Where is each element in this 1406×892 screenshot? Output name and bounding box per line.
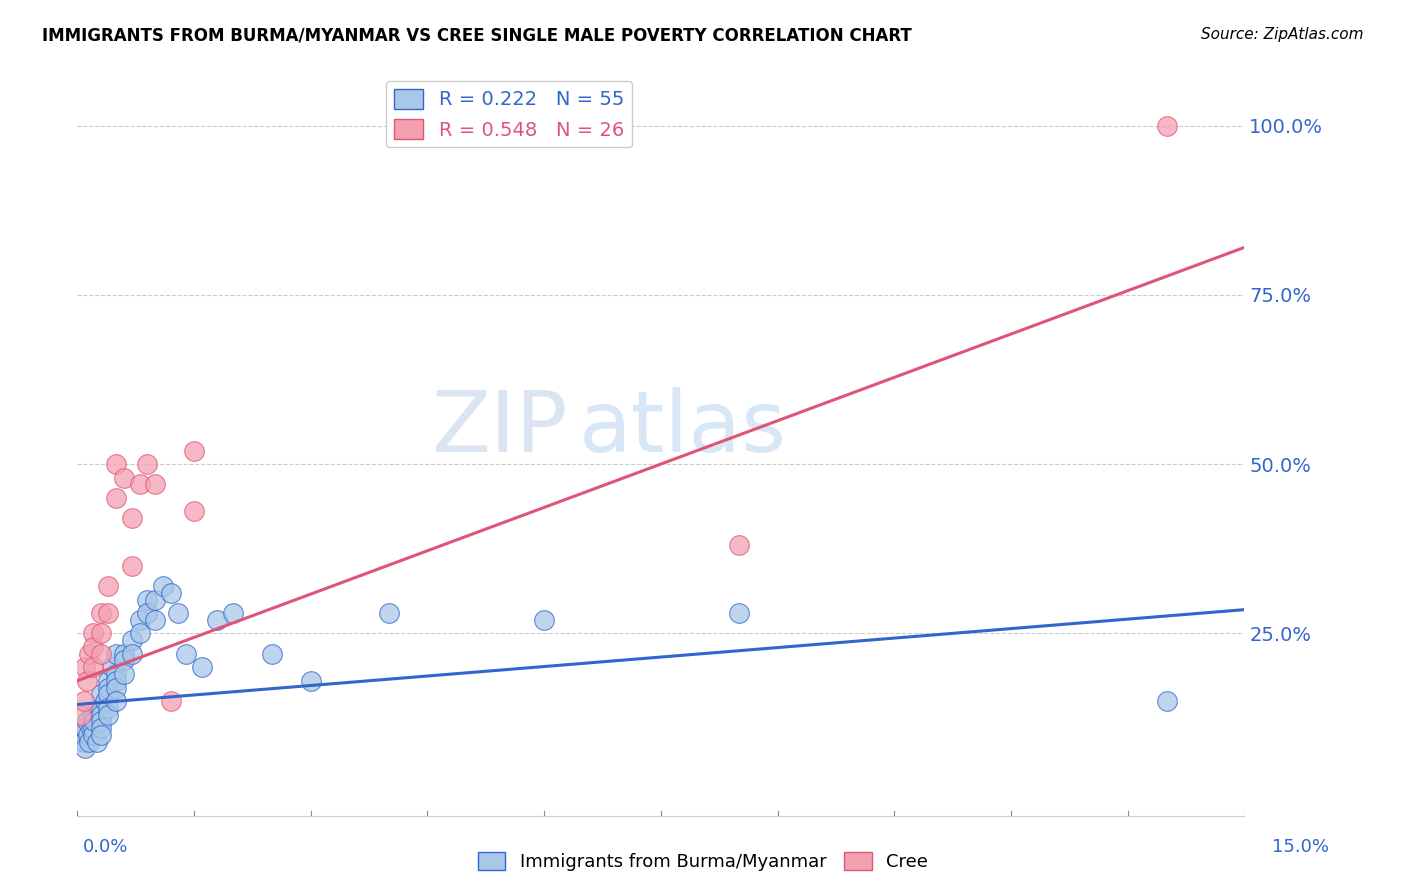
Point xyxy=(105,694,128,708)
Point xyxy=(136,592,159,607)
Point xyxy=(82,640,104,654)
Point xyxy=(90,626,112,640)
Point xyxy=(159,586,181,600)
Point xyxy=(97,579,120,593)
Text: Source: ZipAtlas.com: Source: ZipAtlas.com xyxy=(1201,27,1364,42)
Point xyxy=(121,511,143,525)
Point xyxy=(105,491,128,505)
Point xyxy=(112,653,135,667)
Legend: R = 0.222   N = 55, R = 0.548   N = 26: R = 0.222 N = 55, R = 0.548 N = 26 xyxy=(387,81,631,147)
Point xyxy=(75,721,97,735)
Point xyxy=(97,681,120,695)
Point xyxy=(101,660,124,674)
Point xyxy=(152,579,174,593)
Point xyxy=(1156,694,1178,708)
Point xyxy=(90,721,112,735)
Point xyxy=(97,701,120,715)
Point xyxy=(97,687,120,701)
Point xyxy=(82,660,104,674)
Point xyxy=(77,735,100,749)
Point xyxy=(299,673,322,688)
Point xyxy=(97,707,120,722)
Point xyxy=(105,673,128,688)
Legend: Immigrants from Burma/Myanmar, Cree: Immigrants from Burma/Myanmar, Cree xyxy=(471,845,935,879)
Point xyxy=(105,647,128,661)
Point xyxy=(72,735,94,749)
Point xyxy=(82,626,104,640)
Point xyxy=(75,741,97,756)
Point xyxy=(112,667,135,681)
Point xyxy=(112,470,135,484)
Point xyxy=(183,443,205,458)
Point xyxy=(105,667,128,681)
Point xyxy=(143,477,166,491)
Point xyxy=(90,647,112,661)
Point xyxy=(191,660,214,674)
Point xyxy=(83,714,105,729)
Point xyxy=(167,606,190,620)
Point xyxy=(128,626,150,640)
Point xyxy=(76,714,98,729)
Point xyxy=(174,647,197,661)
Point xyxy=(377,606,399,620)
Point xyxy=(121,647,143,661)
Point xyxy=(76,673,98,688)
Point xyxy=(727,538,749,552)
Point xyxy=(128,613,150,627)
Point xyxy=(90,606,112,620)
Text: atlas: atlas xyxy=(579,387,787,470)
Point xyxy=(75,660,97,674)
Point xyxy=(82,728,104,742)
Point xyxy=(1156,119,1178,133)
Text: ZIP: ZIP xyxy=(432,387,568,470)
Point xyxy=(136,457,159,471)
Point xyxy=(97,673,120,688)
Point xyxy=(70,707,93,722)
Point xyxy=(121,633,143,648)
Point xyxy=(86,735,108,749)
Point xyxy=(143,613,166,627)
Point xyxy=(159,694,181,708)
Point xyxy=(77,728,100,742)
Point xyxy=(90,687,112,701)
Point xyxy=(72,694,94,708)
Point xyxy=(183,504,205,518)
Point xyxy=(207,613,229,627)
Point xyxy=(222,606,245,620)
Point xyxy=(90,714,112,729)
Point xyxy=(533,613,555,627)
Point xyxy=(90,707,112,722)
Point xyxy=(136,606,159,620)
Point xyxy=(82,721,104,735)
Point xyxy=(105,457,128,471)
Point xyxy=(90,701,112,715)
Point xyxy=(70,728,93,742)
Point xyxy=(77,647,100,661)
Point xyxy=(727,606,749,620)
Point xyxy=(80,721,103,735)
Point xyxy=(121,558,143,573)
Point xyxy=(112,647,135,661)
Point xyxy=(105,681,128,695)
Point xyxy=(82,707,104,722)
Text: 15.0%: 15.0% xyxy=(1272,838,1329,855)
Point xyxy=(128,477,150,491)
Point xyxy=(143,592,166,607)
Point xyxy=(93,694,115,708)
Point xyxy=(90,728,112,742)
Point xyxy=(97,606,120,620)
Point xyxy=(260,647,283,661)
Text: 0.0%: 0.0% xyxy=(83,838,128,855)
Text: IMMIGRANTS FROM BURMA/MYANMAR VS CREE SINGLE MALE POVERTY CORRELATION CHART: IMMIGRANTS FROM BURMA/MYANMAR VS CREE SI… xyxy=(42,27,912,45)
